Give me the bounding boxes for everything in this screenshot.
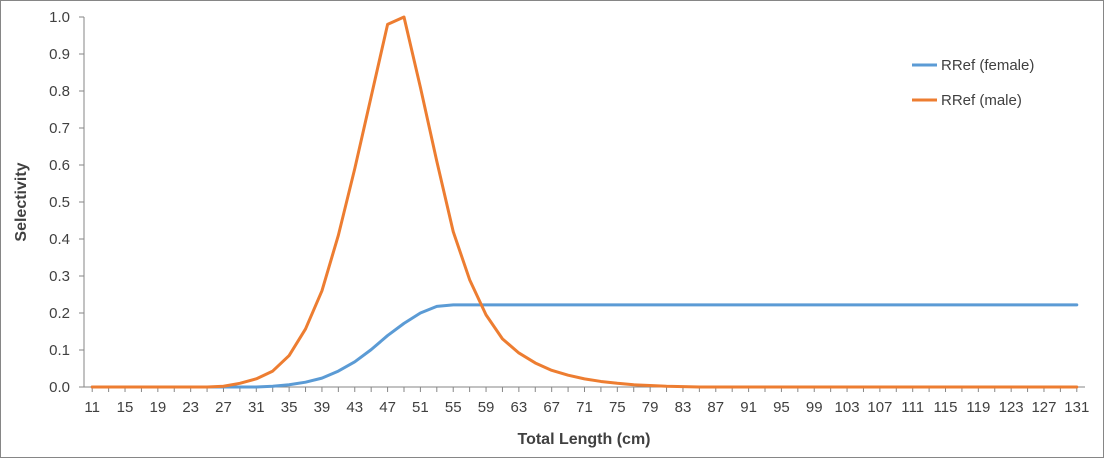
legend: RRef (female) RRef (male): [912, 57, 1034, 109]
x-tick-label: 71: [576, 399, 593, 416]
x-tick-label: 75: [609, 399, 626, 416]
x-tick-label: 27: [215, 399, 232, 416]
x-tick-label: 67: [543, 399, 560, 416]
legend-label-male: RRef (male): [941, 92, 1022, 109]
x-axis-title: Total Length (cm): [517, 431, 650, 448]
x-tick-label: 119: [966, 399, 990, 416]
x-tick-label: 63: [511, 399, 528, 416]
y-tick-label: 1.0: [49, 9, 70, 26]
y-axis: 0.0 0.1 0.2 0.3 0.4 0.5 0.6 0.7 0.8 0.9 1.0: [49, 9, 85, 396]
x-tick-label: 83: [675, 399, 692, 416]
x-tick-label: 107: [867, 399, 892, 416]
x-tick-label: 115: [934, 399, 958, 416]
y-tick-label: 0.1: [49, 342, 70, 359]
x-tick-label: 31: [248, 399, 265, 416]
y-tick-label: 0.4: [49, 231, 70, 248]
x-tick-label: 59: [478, 399, 495, 416]
x-tick-label: 103: [835, 399, 860, 416]
x-tick-label: 39: [314, 399, 331, 416]
y-tick-label: 0.9: [49, 46, 70, 63]
x-tick-label: 111: [901, 399, 924, 416]
y-tick-label: 0.7: [49, 120, 70, 137]
x-axis: 11 15 19 23 27 31 35 39 43 47 51 55 59 63 67 71 75 79 83 87…: [84, 386, 1089, 416]
y-tick-label: 0.8: [49, 83, 70, 100]
x-tick-label: 55: [445, 399, 462, 416]
x-tick-label: 95: [773, 399, 790, 416]
x-tick-label: 127: [1031, 399, 1056, 416]
x-tick-label: 35: [281, 399, 298, 416]
x-tick-label: 23: [182, 399, 199, 416]
x-tick-label: 11: [84, 399, 100, 416]
x-tick-label: 131: [1064, 399, 1089, 416]
x-tick-label: 43: [346, 399, 363, 416]
y-tick-label: 0.2: [49, 305, 70, 322]
x-tick-label: 99: [806, 399, 823, 416]
y-tick-label: 0.5: [49, 194, 70, 211]
x-tick-label: 19: [150, 399, 167, 416]
y-tick-label: 0.0: [49, 379, 70, 396]
x-tick-label: 123: [999, 399, 1024, 416]
series-line-female: [90, 303, 1079, 389]
series-layer: [90, 15, 1079, 389]
legend-label-female: RRef (female): [941, 57, 1034, 74]
x-tick-label: 51: [412, 399, 429, 416]
x-tick-label: 87: [707, 399, 724, 416]
x-tick-label: 79: [642, 399, 659, 416]
y-axis-title: Selectivity: [13, 162, 30, 241]
x-tick-label: 47: [379, 399, 396, 416]
y-tick-label: 0.6: [49, 157, 70, 174]
series-line-male: [90, 15, 1079, 389]
x-tick-label: 91: [740, 399, 757, 416]
x-tick-label: 15: [117, 399, 134, 416]
y-tick-label: 0.3: [49, 268, 70, 285]
